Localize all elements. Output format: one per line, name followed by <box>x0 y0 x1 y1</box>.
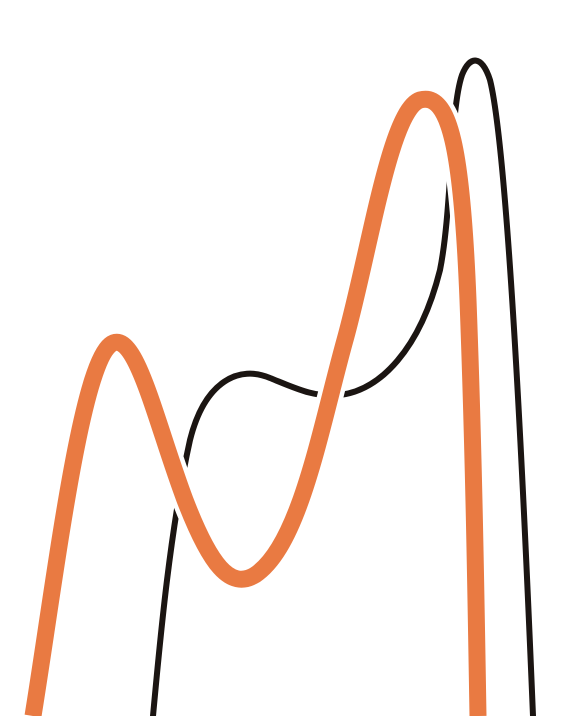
orange-curve-halo <box>20 86 491 716</box>
orange-curve <box>24 90 487 716</box>
black-curve <box>150 57 536 716</box>
